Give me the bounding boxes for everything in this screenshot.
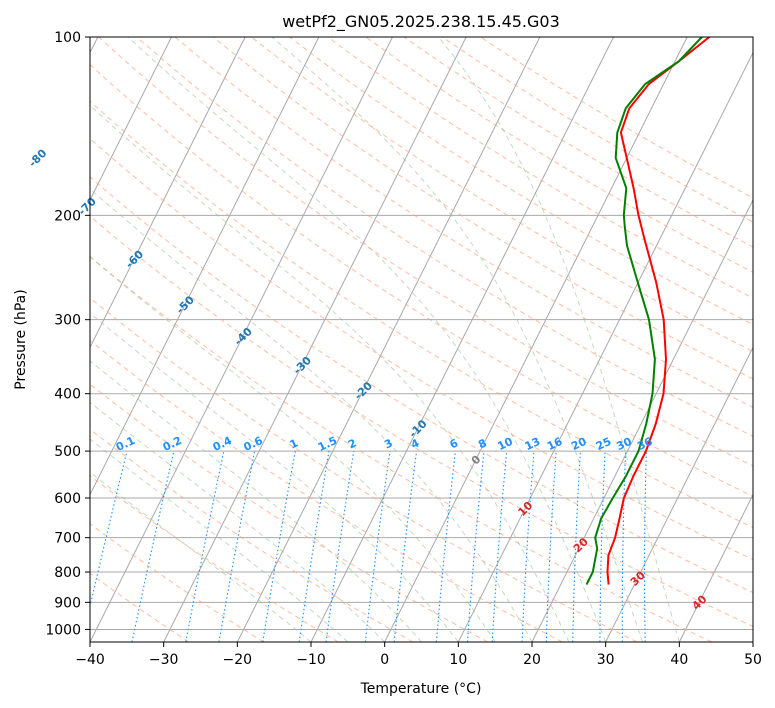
y-tick-label: 100: [54, 30, 81, 46]
dry-adiabat-line: [90, 100, 753, 529]
x-tick-label: −30: [149, 652, 179, 668]
isotherm-line: [531, 198, 753, 642]
x-tick-label: −10: [296, 652, 326, 668]
mixing-ratio-label: 10: [496, 435, 516, 453]
x-tick-label: −40: [75, 652, 105, 668]
reference-lines: [90, 37, 753, 642]
isotherm-line: [384, 37, 688, 642]
mixing-ratio-label: 36: [635, 435, 655, 453]
isotherm-line: [90, 37, 393, 642]
isotherm-line: [678, 493, 753, 642]
mixing-ratio-line: [364, 451, 391, 642]
mixing-ratio-line: [325, 451, 355, 642]
moist-adiabat-line: [127, 37, 607, 642]
dry-adiabat-line: [90, 255, 712, 642]
moist-adiabat-line: [90, 471, 312, 642]
dry-adiabat-line: [90, 475, 339, 642]
x-tick-label: 30: [597, 652, 615, 668]
moist-adiabat-line: [90, 438, 349, 642]
y-tick-label: 1000: [45, 622, 81, 638]
dry-adiabat-line: [212, 37, 753, 380]
mixing-ratio-line: [435, 451, 456, 642]
dry-adiabat-line: [90, 176, 753, 594]
x-axis-ticks: −40 −30 −20 −10 0 10 20 30 40 50: [75, 642, 762, 668]
mixing-ratio-label: 30: [614, 435, 634, 453]
mixing-ratio-label: 16: [545, 435, 565, 453]
moist-adiabat-line: [271, 37, 643, 642]
isotherm-line: [605, 346, 753, 642]
mixing-ratio-line: [491, 451, 508, 642]
chart-title: wetPf2_GN05.2025.238.15.45.G03: [282, 12, 560, 32]
isotherm-line: [90, 37, 172, 202]
moist-adiabat-line: [90, 104, 570, 642]
mixing-ratio-line: [131, 450, 175, 642]
mixing-ratio-line: [466, 451, 485, 642]
mixing-ratio-label: 13: [523, 435, 542, 453]
dry-adiabat-line: [289, 37, 753, 326]
mixing-ratio-label: 25: [594, 435, 613, 453]
mixing-ratio-label: 20: [569, 435, 589, 453]
y-tick-label: 800: [54, 565, 81, 581]
y-axis-ticks: 1000 900 800 700 600 500 400 300 200 100: [45, 30, 90, 638]
dry-adiabat-line: [90, 297, 638, 642]
x-tick-label: 20: [523, 652, 541, 668]
sounding-lines: [585, 37, 710, 586]
temperature-profile-line: [606, 37, 710, 585]
y-tick-label: 500: [54, 444, 81, 460]
mixing-ratio-line: [393, 451, 418, 642]
dry-adiabat-line: [174, 37, 753, 408]
isotherm-line: [236, 37, 541, 642]
isotherm-line: [90, 37, 320, 496]
isotherm-line: [163, 37, 467, 642]
dry-adiabat-line: [251, 37, 753, 353]
dry-adiabat-line: [90, 215, 753, 628]
moist-adiabat-line: [90, 312, 459, 642]
x-tick-label: 50: [744, 652, 762, 668]
dry-adiabat-line: [90, 339, 563, 642]
dry-adiabat-line: [90, 428, 414, 642]
dry-adiabat-line: [90, 383, 488, 642]
y-tick-label: 900: [54, 595, 81, 611]
x-tick-label: −20: [223, 652, 253, 668]
moist-adiabat-line: [90, 256, 496, 642]
x-axis-label: Temperature (°C): [360, 681, 482, 697]
x-tick-label: 40: [670, 652, 688, 668]
plot-frame: [89, 36, 754, 643]
isotherm-line: [90, 37, 246, 349]
moist-adiabat-line: [90, 360, 422, 642]
dry-adiabat-line: [90, 63, 753, 497]
y-tick-label: 200: [54, 208, 81, 224]
moist-adiabat-line: [90, 188, 533, 642]
dry-adiabat-line: [136, 37, 753, 437]
dry-adiabat-line: [90, 572, 190, 642]
y-axis-label: Pressure (hPa): [13, 289, 29, 389]
y-tick-label: 700: [54, 531, 81, 547]
x-tick-label: 10: [449, 652, 467, 668]
dewpoint-profile-line: [585, 37, 703, 586]
mixing-ratio-labels: 0.1 0.2 0.4 0.6 1 1.5 2 3 4 6 8 10 13 16 20 25 30 36: [114, 434, 655, 454]
y-tick-label: 300: [54, 313, 81, 329]
isotherm-line: [457, 51, 753, 642]
y-tick-label: 400: [54, 387, 81, 403]
mixing-ratio-line: [90, 450, 128, 609]
mixing-ratio-line: [298, 451, 330, 642]
dry-adiabat-line: [90, 137, 753, 561]
x-tick-label: 0: [380, 652, 389, 668]
y-tick-label: 600: [54, 491, 81, 507]
